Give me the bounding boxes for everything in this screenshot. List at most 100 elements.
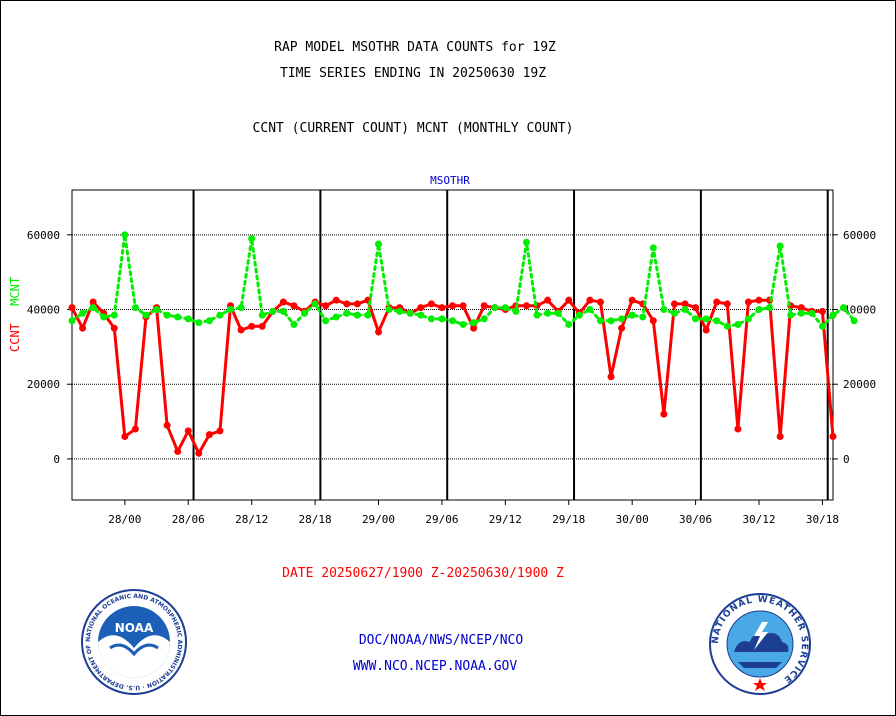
noaa-seal-icon[interactable]: NATIONAL OCEANIC AND ATMOSPHERIC ADMINIS… — [80, 588, 188, 696]
data-point-ccnt — [755, 296, 763, 304]
data-point-mcnt — [596, 317, 604, 325]
y-tick-label-left: 40000 — [27, 304, 60, 317]
data-point-ccnt — [618, 324, 626, 332]
data-point-mcnt — [227, 306, 235, 314]
x-tick-label: 30/18 — [806, 513, 839, 526]
data-point-ccnt — [470, 324, 478, 332]
data-point-ccnt — [628, 296, 636, 304]
data-point-mcnt — [279, 307, 287, 315]
data-point-ccnt — [818, 307, 826, 315]
data-point-ccnt — [586, 296, 594, 304]
data-point-ccnt — [353, 300, 361, 308]
data-point-ccnt — [163, 421, 171, 429]
data-point-mcnt — [205, 317, 213, 325]
data-point-ccnt — [649, 317, 657, 325]
noaa-logo-text: NOAA — [115, 621, 154, 635]
data-point-mcnt — [618, 315, 626, 323]
data-point-mcnt — [68, 317, 76, 325]
data-point-mcnt — [311, 300, 319, 308]
data-point-ccnt — [332, 296, 340, 304]
data-point-mcnt — [353, 311, 361, 319]
svg-text:CCNT MCNT: CCNT MCNT — [8, 277, 22, 352]
data-point-mcnt — [258, 311, 266, 319]
data-point-mcnt — [586, 306, 594, 314]
data-point-mcnt — [533, 311, 541, 319]
data-point-ccnt — [205, 431, 213, 439]
y-tick-label-right: 40000 — [843, 304, 876, 317]
data-point-mcnt — [554, 309, 562, 317]
data-point-ccnt — [248, 322, 256, 330]
data-point-mcnt — [575, 311, 583, 319]
data-point-ccnt — [829, 433, 837, 441]
x-tick-label: 30/12 — [742, 513, 775, 526]
data-point-ccnt — [131, 425, 139, 433]
data-point-mcnt — [438, 315, 446, 323]
data-point-mcnt — [776, 242, 784, 250]
data-point-mcnt — [692, 315, 700, 323]
data-point-mcnt — [364, 311, 372, 319]
footer-link-doc[interactable]: DOC/NOAA/NWS/NCEP/NCO — [358, 633, 524, 648]
nws-seal-icon[interactable]: NATIONAL WEATHER SERVICE — [708, 592, 812, 696]
y-tick-label-right: 20000 — [843, 378, 876, 391]
x-tick-label: 29/12 — [489, 513, 522, 526]
y-tick-label-left: 0 — [53, 453, 60, 466]
data-point-ccnt — [449, 302, 456, 310]
ylabel-mcnt: MCNT — [8, 277, 22, 306]
data-point-ccnt — [237, 326, 245, 334]
plot-label: MSOTHR — [430, 174, 470, 187]
data-point-mcnt — [565, 320, 573, 328]
data-point-ccnt — [734, 425, 742, 433]
x-tick-label: 28/18 — [299, 513, 332, 526]
data-point-mcnt — [797, 309, 805, 317]
data-point-ccnt — [68, 304, 76, 312]
data-point-mcnt — [670, 309, 678, 317]
data-point-ccnt — [258, 322, 266, 330]
y-tick-label-right: 60000 — [843, 229, 876, 242]
data-point-ccnt — [89, 298, 97, 306]
data-point-mcnt — [470, 319, 478, 327]
data-point-mcnt — [427, 315, 435, 323]
data-point-mcnt — [480, 315, 488, 323]
data-point-mcnt — [385, 306, 393, 314]
plot-area-frame — [71, 189, 834, 501]
data-point-mcnt — [290, 320, 298, 328]
data-point-mcnt — [89, 304, 97, 312]
data-point-mcnt — [787, 311, 795, 319]
y-axis-label: CCNT MCNT — [8, 277, 22, 352]
data-point-mcnt — [396, 307, 404, 315]
y-tick-label-left: 60000 — [27, 229, 60, 242]
data-point-ccnt — [195, 449, 203, 457]
data-point-mcnt — [491, 304, 499, 312]
data-point-mcnt — [216, 311, 224, 319]
data-point-mcnt — [417, 311, 425, 319]
data-point-ccnt — [723, 300, 731, 308]
data-point-mcnt — [512, 307, 520, 315]
data-point-ccnt — [692, 304, 700, 312]
x-tick-label: 30/00 — [616, 513, 649, 526]
data-point-ccnt — [121, 433, 129, 441]
y-tick-label-left: 20000 — [27, 378, 60, 391]
data-point-ccnt — [713, 298, 721, 306]
data-point-mcnt — [744, 315, 752, 323]
data-point-ccnt — [427, 300, 435, 308]
data-point-mcnt — [649, 244, 657, 252]
x-tick-label: 30/06 — [679, 513, 712, 526]
footer-link-www[interactable]: WWW.NCO.NCEP.NOAA.GOV — [352, 659, 518, 674]
x-tick-label: 29/06 — [425, 513, 458, 526]
data-point-mcnt — [808, 309, 816, 317]
data-point-ccnt — [565, 296, 573, 304]
data-point-mcnt — [343, 309, 351, 317]
data-point-mcnt — [829, 311, 837, 319]
data-point-mcnt — [248, 235, 256, 243]
data-point-ccnt — [110, 324, 118, 332]
data-point-mcnt — [449, 317, 456, 325]
data-point-mcnt — [110, 311, 118, 319]
data-point-mcnt — [322, 317, 330, 325]
data-point-mcnt — [100, 313, 108, 321]
data-point-mcnt — [607, 317, 615, 325]
data-point-ccnt — [702, 326, 710, 334]
data-point-mcnt — [501, 304, 509, 312]
data-point-mcnt — [406, 309, 414, 317]
chart-title-line2: TIME SERIES ENDING IN 20250630 19Z — [279, 66, 547, 81]
